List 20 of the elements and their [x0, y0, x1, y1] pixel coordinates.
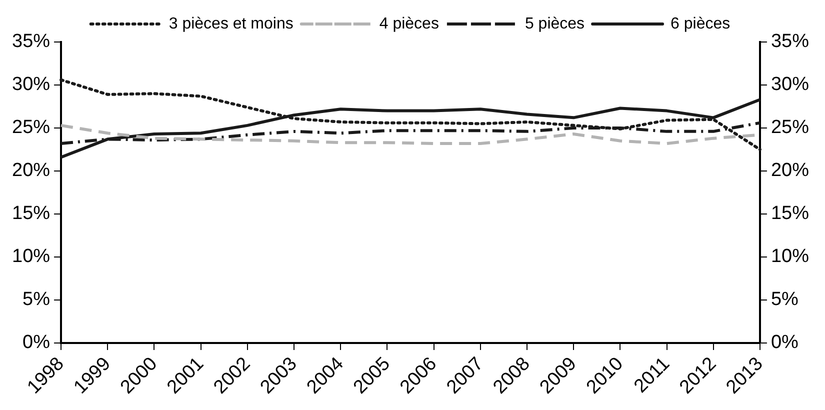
y2-tick-label: 10%: [770, 246, 810, 268]
y2-tick-label: 5%: [770, 289, 799, 310]
legend-label: 5 pièces: [524, 15, 585, 32]
legend-label: 6 pièces: [670, 15, 730, 32]
legend-label: 4 pièces: [379, 15, 439, 32]
y-tick-label: 10%: [12, 246, 50, 268]
y-tick-label: 25%: [12, 117, 50, 138]
y2-tick-label: 25%: [770, 117, 810, 138]
y2-tick-label: 0%: [770, 332, 799, 354]
y-tick-label: 20%: [12, 160, 50, 182]
y2-tick-label: 20%: [770, 160, 810, 182]
y-tick-label: 5%: [22, 289, 50, 310]
y2-tick-label: 15%: [770, 203, 810, 224]
y-tick-label: 0%: [22, 332, 50, 354]
y-tick-label: 15%: [12, 203, 50, 224]
y-tick-label: 30%: [12, 74, 50, 96]
y2-tick-label: 30%: [770, 74, 810, 96]
y-tick-label: 35%: [12, 31, 50, 52]
legend-label: 3 pièces et moins: [168, 15, 294, 32]
y2-tick-label: 35%: [770, 31, 810, 52]
